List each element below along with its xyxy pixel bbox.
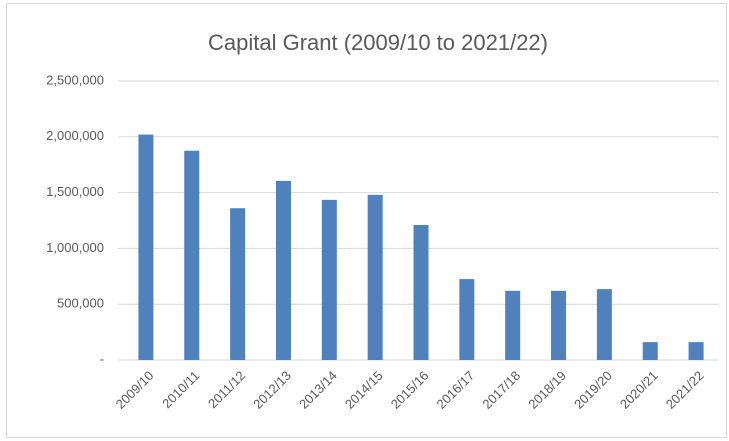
y-tick-label: 1,500,000 (46, 184, 104, 199)
chart-border (6, 3, 727, 438)
y-tick-label: 500,000 (57, 296, 104, 311)
y-tick-label: 2,500,000 (46, 72, 104, 87)
bar (642, 342, 658, 360)
bar (321, 199, 337, 360)
bar (184, 150, 200, 360)
bar (367, 194, 383, 360)
y-tick-label: - (100, 351, 104, 366)
bar (688, 342, 704, 360)
bar (551, 290, 567, 360)
bar (138, 134, 154, 360)
y-tick-label: 2,000,000 (46, 128, 104, 143)
y-tick-label: 1,000,000 (46, 240, 104, 255)
bar (596, 289, 612, 360)
bar (459, 279, 475, 360)
bar (275, 180, 291, 360)
bar (505, 290, 521, 360)
chart-title: Capital Grant (2009/10 to 2021/22) (208, 30, 548, 55)
bar (413, 224, 429, 360)
bar (230, 208, 246, 360)
